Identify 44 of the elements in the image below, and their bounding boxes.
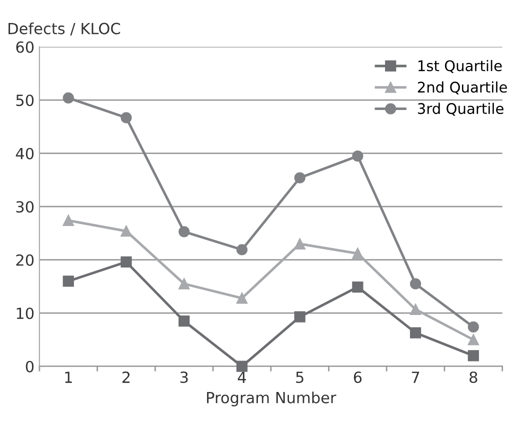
y-tick-label: 40	[16, 148, 34, 160]
point	[236, 292, 248, 304]
point	[410, 304, 422, 315]
point	[352, 150, 364, 162]
x-tick-label: 8	[470, 371, 478, 384]
point	[410, 327, 422, 338]
y-tick-label: 0	[26, 360, 34, 372]
point	[352, 248, 364, 260]
point	[294, 311, 306, 322]
point	[120, 226, 132, 237]
point	[178, 226, 190, 238]
y-tick-label: 50	[16, 94, 34, 106]
x-tick-label: 6	[354, 371, 362, 384]
legend-label: 1st Quartile	[418, 60, 502, 73]
point	[120, 112, 132, 124]
point	[294, 238, 306, 250]
x-tick-label: 1	[65, 372, 72, 383]
y-tick-label: 60	[16, 41, 34, 53]
point	[178, 316, 190, 327]
x-tick-label: 5	[296, 372, 304, 384]
legend-label: 2nd Quartile	[418, 81, 507, 94]
point	[352, 281, 364, 293]
legend-label: 3rd Quartile	[418, 102, 504, 116]
point	[62, 276, 74, 287]
x-axis-title: Program Number	[207, 392, 336, 406]
point	[62, 214, 74, 226]
point	[468, 350, 479, 362]
y-tick-label: 10	[16, 308, 34, 320]
x-tick-label: 2	[122, 371, 130, 383]
point	[178, 278, 190, 290]
point	[468, 321, 479, 333]
x-tick-label: 7	[412, 372, 420, 383]
point	[410, 278, 422, 290]
point	[468, 334, 479, 346]
y-tick-label: 30	[16, 201, 34, 213]
point	[236, 360, 248, 372]
point	[294, 172, 306, 184]
x-tick-label: 4	[238, 372, 246, 383]
y-tick-label: 20	[16, 254, 34, 266]
point	[236, 244, 248, 256]
point	[62, 92, 74, 104]
x-tick-label: 3	[180, 371, 188, 384]
y-axis-title: Defects / KLOC	[8, 22, 120, 36]
point	[120, 256, 132, 268]
